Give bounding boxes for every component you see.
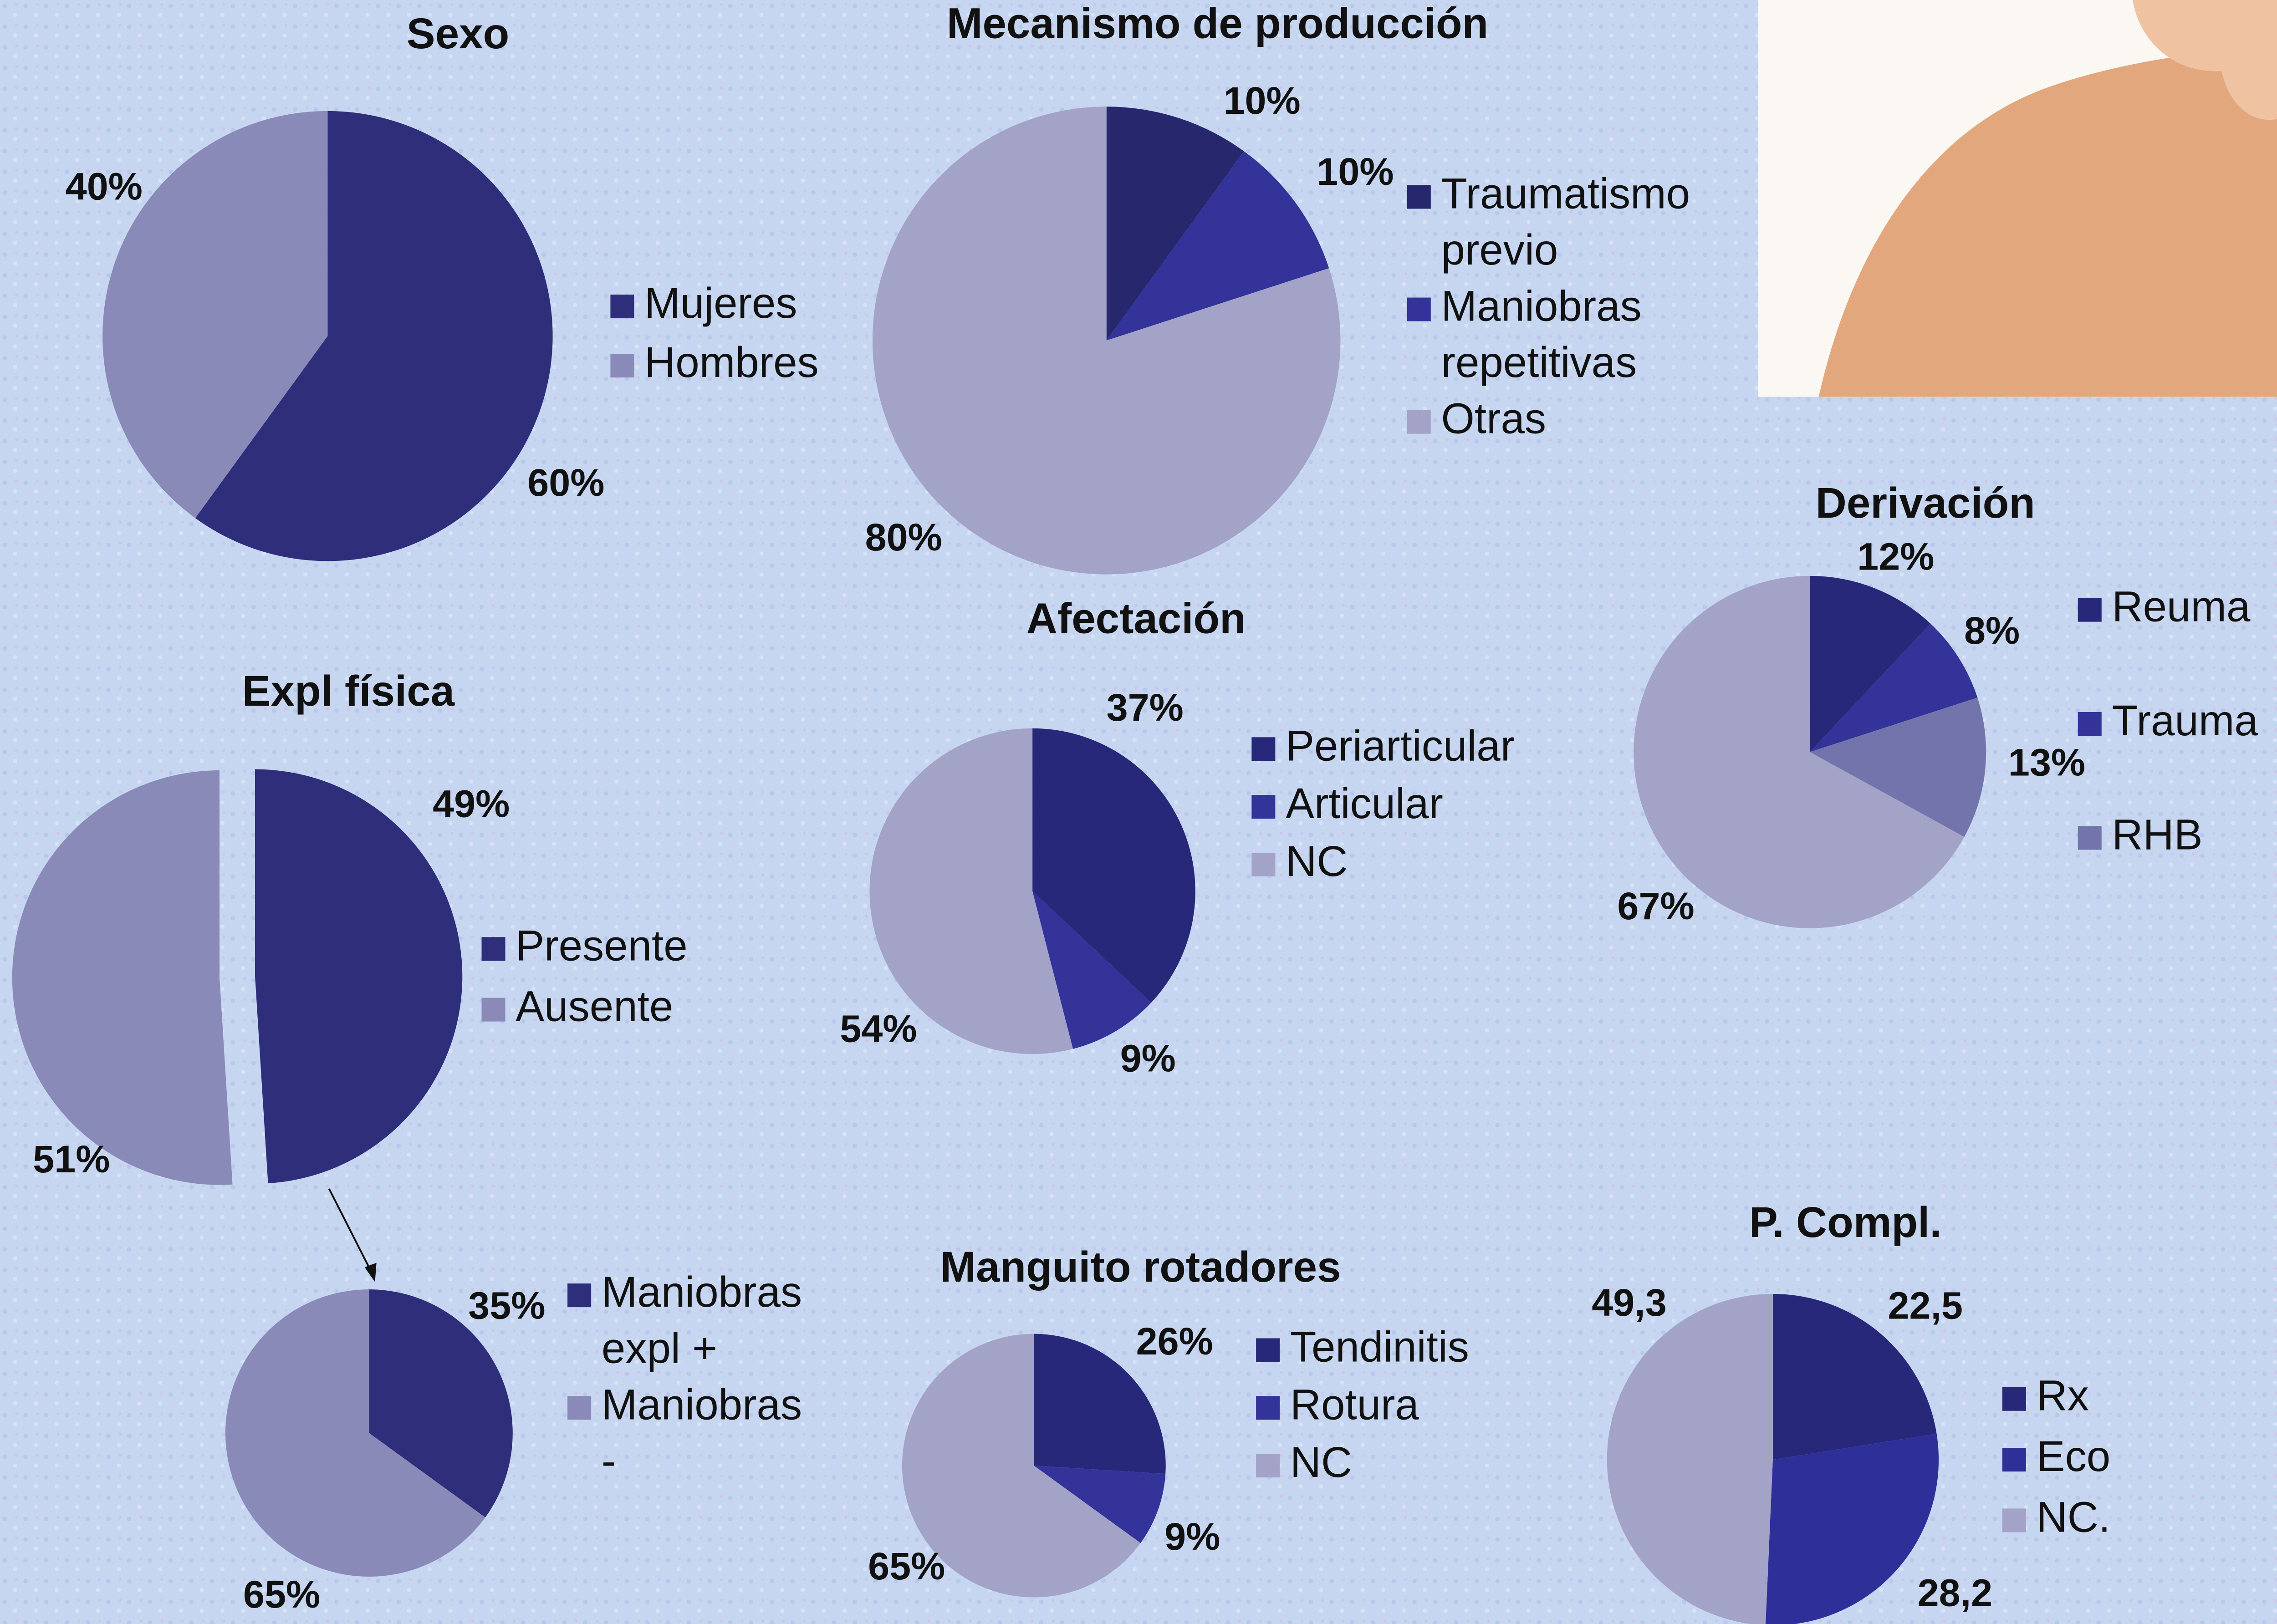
legend-swatch xyxy=(1407,185,1431,209)
value-label: 26% xyxy=(1136,1319,1213,1363)
chart-title: Derivación xyxy=(1816,479,2035,527)
legend-swatch xyxy=(1251,853,1275,876)
value-label: 13% xyxy=(2008,740,2085,784)
value-label: 49,3 xyxy=(1592,1281,1667,1324)
value-label: 8% xyxy=(1964,609,2020,652)
value-label: 60% xyxy=(527,461,604,504)
value-label: 54% xyxy=(840,1007,917,1050)
chart-title: Expl física xyxy=(242,667,455,715)
value-label: 49% xyxy=(433,782,510,825)
value-label: 28,2 xyxy=(1918,1571,1993,1614)
value-label: 35% xyxy=(468,1284,545,1327)
legend-swatch xyxy=(2078,826,2102,850)
legend-swatch xyxy=(610,295,634,318)
legend-label: Otras xyxy=(1441,395,1547,443)
legend-label: NC. xyxy=(2037,1493,2110,1541)
legend-swatch xyxy=(1256,1454,1280,1477)
value-label: 12% xyxy=(1857,535,1934,578)
legend-label: Tendinitis xyxy=(1290,1323,1469,1370)
legend-label: Rotura xyxy=(1290,1380,1419,1428)
legend-swatch xyxy=(1407,410,1431,434)
legend-swatch xyxy=(2002,1387,2026,1411)
legend-label: Presente xyxy=(516,921,687,969)
legend-label: Ausente xyxy=(516,982,673,1030)
legend-swatch xyxy=(567,1396,591,1420)
chart-title: P. Compl. xyxy=(1749,1198,1942,1246)
legend-label: NC xyxy=(1286,837,1348,885)
legend-swatch xyxy=(1407,298,1431,321)
value-label: 22,5 xyxy=(1888,1284,1963,1327)
value-label: 40% xyxy=(66,165,143,208)
legend-swatch xyxy=(1256,1396,1280,1420)
legend-label: RHB xyxy=(2112,810,2203,858)
chart-title: Mecanismo de producción xyxy=(947,0,1488,47)
legend-swatch xyxy=(2078,598,2102,622)
legend-swatch xyxy=(1251,795,1275,819)
legend-swatch xyxy=(482,937,505,961)
legend-swatch xyxy=(482,998,505,1022)
chart-title: Manguito rotadores xyxy=(940,1243,1341,1291)
value-label: 10% xyxy=(1224,79,1301,122)
legend-label: Periarticular xyxy=(1286,722,1515,769)
value-label: 10% xyxy=(1317,150,1394,193)
legend-swatch xyxy=(2002,1508,2026,1532)
legend-swatch xyxy=(610,354,634,377)
value-label: 80% xyxy=(865,515,942,559)
chart-title: Afectación xyxy=(1026,595,1246,642)
value-label: 67% xyxy=(1617,884,1694,927)
value-label: 65% xyxy=(243,1573,320,1616)
legend-label: Hombres xyxy=(644,338,818,386)
legend-label: Rx xyxy=(2037,1372,2089,1420)
legend-swatch xyxy=(2078,712,2102,736)
photo xyxy=(1758,0,2277,397)
legend-swatch xyxy=(1256,1338,1280,1362)
legend-label: NC xyxy=(1290,1438,1352,1486)
value-label: 9% xyxy=(1164,1515,1220,1558)
legend-label: Eco xyxy=(2037,1432,2110,1480)
legend-swatch xyxy=(567,1283,591,1307)
legend-swatch xyxy=(2002,1448,2026,1471)
value-label: 65% xyxy=(868,1544,945,1588)
legend-label: Mujeres xyxy=(644,279,797,327)
chart-title: Sexo xyxy=(407,10,509,57)
slide: Sexo 60% 40% Mujeres Hombres Mecanismo de pro… xyxy=(0,0,2277,1624)
legend-label: Reuma xyxy=(2112,583,2251,631)
legend-label: Articular xyxy=(1286,779,1443,827)
value-label: 51% xyxy=(33,1137,110,1181)
legend-label: Trauma xyxy=(2112,697,2259,744)
legend-swatch xyxy=(1251,737,1275,761)
value-label: 37% xyxy=(1107,686,1184,729)
value-label: 9% xyxy=(1120,1037,1176,1080)
